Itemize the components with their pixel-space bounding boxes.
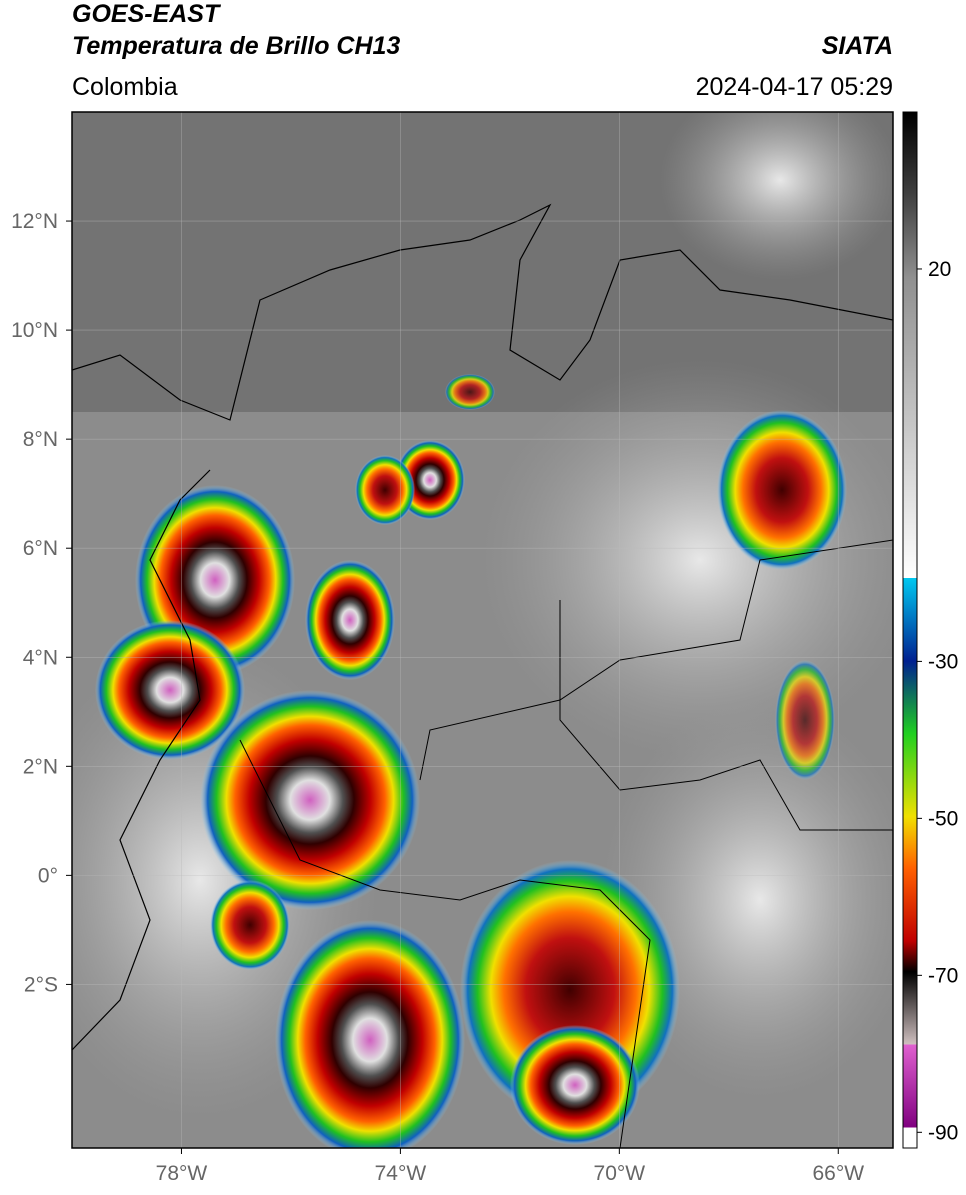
colorbar-tick-label: -30 — [928, 650, 958, 673]
colorbar-tick-label: -70 — [928, 964, 958, 987]
timestamp: 2024-04-17 05:29 — [696, 73, 893, 101]
grid — [72, 112, 893, 1148]
y-tick-label: 8°N — [23, 428, 58, 451]
colorbar-tick-label: -50 — [928, 807, 958, 830]
y-tick-label: 2°S — [24, 973, 58, 996]
y-tick-label: 12°N — [11, 210, 58, 233]
satellite-image — [72, 112, 893, 1148]
y-tick-label: 10°N — [11, 319, 58, 342]
y-tick-label: 6°N — [23, 537, 58, 560]
colorbar-tick-label: -90 — [928, 1121, 958, 1144]
x-tick-label: 74°W — [375, 1162, 427, 1185]
source: SIATA — [822, 32, 893, 60]
title-line1: GOES-EAST — [72, 0, 222, 28]
x-tick-label: 70°W — [594, 1162, 646, 1185]
x-tick-label: 78°W — [156, 1162, 208, 1185]
colorbar-tick-label: 20 — [928, 258, 951, 281]
colorbar — [902, 111, 918, 1149]
region: Colombia — [72, 73, 178, 101]
title-line2: Temperatura de Brillo CH13 — [72, 32, 400, 60]
y-tick-label: 2°N — [23, 755, 58, 778]
map-frame — [71, 111, 894, 1149]
x-tick-label: 66°W — [812, 1162, 864, 1185]
y-tick-label: 0° — [38, 864, 58, 887]
y-tick-label: 4°N — [23, 646, 58, 669]
